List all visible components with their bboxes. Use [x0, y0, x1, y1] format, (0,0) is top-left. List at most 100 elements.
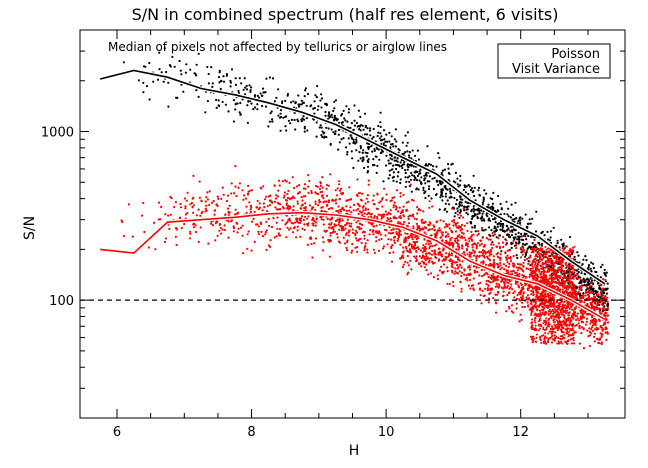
visit-variance-point [278, 228, 282, 231]
visit-variance-point [433, 249, 436, 252]
visit-variance-point [546, 279, 549, 282]
visit-variance-point [492, 296, 495, 300]
visit-variance-point [540, 339, 542, 342]
visit-variance-point [581, 279, 584, 282]
visit-variance-point [439, 219, 442, 222]
visit-variance-point [593, 300, 596, 303]
visit-variance-point [325, 194, 329, 197]
visit-variance-point [535, 306, 537, 309]
visit-variance-point [560, 267, 563, 271]
visit-variance-point [591, 314, 594, 317]
visit-variance-point [285, 180, 288, 183]
poisson-point [350, 136, 353, 139]
poisson-point [265, 77, 268, 80]
poisson-point [537, 241, 540, 244]
poisson-point [470, 187, 474, 190]
visit-variance-point [157, 218, 160, 221]
visit-variance-point [577, 277, 580, 280]
visit-variance-point [549, 284, 551, 287]
visit-variance-point [312, 224, 315, 227]
poisson-point [249, 90, 252, 93]
visit-variance-point [399, 233, 403, 236]
visit-variance-point [537, 275, 540, 278]
visit-variance-point [416, 225, 419, 228]
poisson-point [289, 101, 293, 104]
visit-variance-point [284, 223, 287, 226]
visit-variance-point [367, 221, 370, 224]
poisson-point [338, 141, 341, 144]
visit-variance-point [492, 243, 495, 246]
visit-variance-point [452, 242, 455, 245]
poisson-point [492, 218, 495, 221]
visit-variance-point [470, 230, 473, 233]
visit-variance-point [338, 217, 341, 220]
poisson-point [359, 115, 362, 118]
poisson-point [406, 150, 409, 153]
visit-variance-point [521, 305, 524, 309]
visit-variance-point [354, 234, 357, 237]
visit-variance-point [549, 312, 552, 315]
visit-variance-point [605, 327, 608, 330]
visit-variance-point [496, 278, 499, 281]
poisson-point [582, 277, 585, 280]
visit-variance-point [414, 244, 417, 247]
visit-variance-point [525, 298, 529, 301]
visit-variance-point [558, 303, 561, 306]
visit-variance-point [295, 217, 298, 220]
visit-variance-point [462, 232, 465, 235]
poisson-point [341, 121, 344, 124]
visit-variance-point [538, 313, 541, 316]
visit-variance-point [451, 263, 454, 266]
poisson-point [437, 152, 440, 155]
visit-variance-point [460, 266, 463, 269]
poisson-point [575, 287, 578, 290]
visit-variance-point [488, 252, 491, 255]
poisson-point [229, 81, 232, 84]
visit-variance-point [458, 263, 461, 266]
visit-variance-point [237, 186, 240, 189]
visit-variance-point [386, 213, 389, 216]
poisson-point [337, 121, 341, 124]
visit-variance-point [539, 292, 541, 295]
visit-variance-point [489, 250, 492, 253]
visit-variance-point [530, 293, 533, 296]
poisson-point [342, 137, 345, 140]
poisson-point [471, 226, 474, 229]
poisson-point [531, 217, 534, 220]
poisson-point [195, 63, 198, 66]
visit-variance-point [205, 196, 208, 199]
visit-variance-point [406, 224, 409, 227]
visit-variance-point [307, 191, 310, 194]
visit-variance-point [286, 220, 289, 223]
visit-variance-point [536, 264, 539, 266]
visit-variance-point [563, 306, 566, 309]
visit-variance-point [361, 213, 364, 217]
visit-variance-point [296, 185, 299, 188]
poisson-point [324, 110, 327, 114]
visit-variance-point [256, 206, 259, 209]
visit-variance-point [322, 240, 325, 244]
visit-variance-point [554, 255, 556, 257]
poisson-point [428, 180, 431, 183]
poisson-point [313, 112, 316, 115]
visit-variance-point [448, 227, 451, 230]
poisson-point [463, 205, 466, 208]
visit-variance-point [440, 253, 443, 256]
visit-variance-point [511, 272, 514, 276]
visit-variance-point [455, 224, 458, 227]
visit-variance-point [342, 236, 345, 239]
visit-variance-point [534, 289, 538, 292]
visit-variance-point [495, 311, 498, 314]
visit-variance-point [429, 245, 432, 248]
poisson-point [333, 118, 336, 121]
poisson-point [496, 225, 499, 228]
visit-variance-point [328, 238, 331, 242]
visit-variance-point [561, 265, 564, 268]
visit-variance-point [489, 259, 492, 262]
visit-variance-point [476, 242, 480, 245]
visit-variance-point [580, 285, 584, 288]
poisson-point [390, 143, 393, 146]
poisson-point [548, 239, 552, 242]
poisson-point [583, 281, 586, 284]
visit-variance-point [548, 294, 551, 297]
